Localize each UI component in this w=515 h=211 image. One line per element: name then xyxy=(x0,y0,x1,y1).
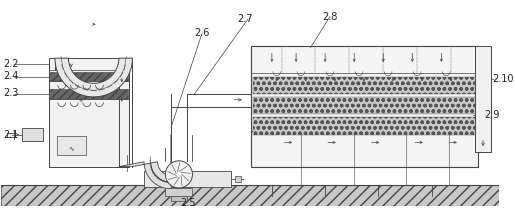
Text: 2.6: 2.6 xyxy=(195,28,210,38)
Text: 2.1: 2.1 xyxy=(4,130,19,140)
Text: 2.8: 2.8 xyxy=(322,12,338,22)
Text: 2.4: 2.4 xyxy=(4,71,19,81)
Bar xyxy=(252,46,476,167)
Bar xyxy=(252,97,476,114)
Text: 2.9: 2.9 xyxy=(484,110,500,120)
Polygon shape xyxy=(55,58,132,97)
Bar xyxy=(144,172,231,187)
Bar xyxy=(475,46,491,152)
Text: ∿: ∿ xyxy=(68,145,74,151)
Bar xyxy=(49,58,129,167)
Polygon shape xyxy=(119,135,171,189)
Bar xyxy=(251,46,469,167)
Text: 2.5: 2.5 xyxy=(180,198,195,208)
Bar xyxy=(50,72,128,81)
Bar xyxy=(22,128,43,141)
Bar xyxy=(252,77,476,94)
Text: 2.7: 2.7 xyxy=(237,14,252,24)
Bar xyxy=(252,117,476,135)
Bar xyxy=(1,185,500,206)
Text: 2.3: 2.3 xyxy=(4,88,19,98)
Text: 2.10: 2.10 xyxy=(493,74,514,84)
Bar xyxy=(235,176,241,182)
Bar xyxy=(57,136,86,155)
Circle shape xyxy=(165,161,193,188)
Bar xyxy=(171,196,186,200)
Bar xyxy=(251,46,478,167)
Bar xyxy=(50,89,128,99)
Text: 2.2: 2.2 xyxy=(4,59,19,69)
Bar xyxy=(165,188,193,196)
